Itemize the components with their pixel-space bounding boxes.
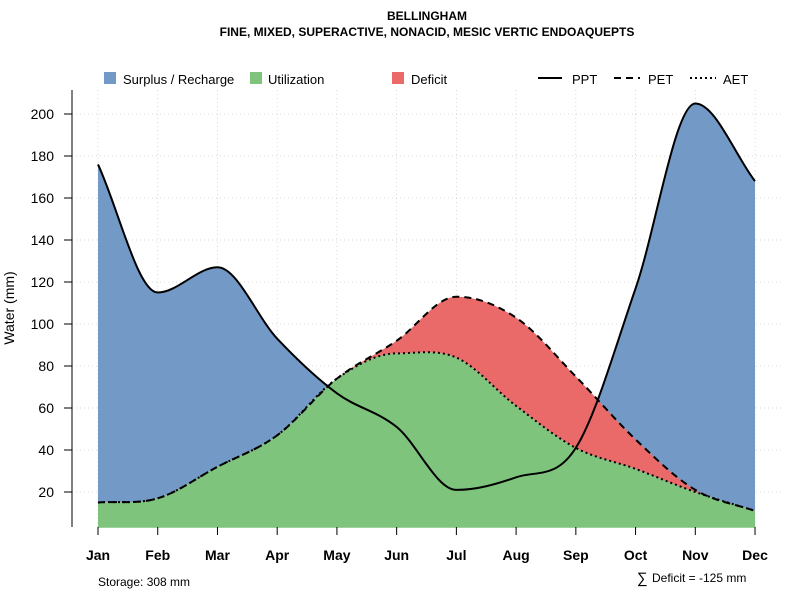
y-tick-label: 180 [31, 148, 55, 164]
legend-label-pet: PET [648, 72, 673, 87]
plot-areas [98, 103, 755, 528]
series-lines [97, 102, 756, 512]
chart-subtitle: FINE, MIXED, SUPERACTIVE, NONACID, MESIC… [220, 25, 635, 39]
sum-symbol: ∑ [637, 570, 648, 587]
x-tick-label-oct: Oct [624, 547, 648, 563]
legend-swatch-surplus [104, 72, 116, 84]
legend-label-aet: AET [723, 72, 748, 87]
y-tick-label: 140 [31, 232, 55, 248]
y-tick-label: 100 [31, 316, 55, 332]
y-tick-label: 120 [31, 274, 55, 290]
deficit-total-label: Deficit = -125 mm [652, 571, 746, 585]
legend-label-surplus: Surplus / Recharge [123, 72, 234, 87]
chart-title: BELLINGHAM [387, 9, 467, 23]
x-tick-label-feb: Feb [145, 547, 170, 563]
x-tick-label-jul: Jul [446, 547, 466, 563]
aet-line [97, 351, 756, 512]
utilization-area [98, 352, 755, 528]
legend-label-deficit: Deficit [411, 72, 448, 87]
x-tick-label-jan: Jan [86, 547, 110, 563]
x-axis-ticks: Jan Feb Mar Apr May Jun Jul Aug Sep Oct Nov Dec [86, 527, 768, 563]
y-axis-label: Water (mm) [1, 271, 17, 344]
x-tick-label-may: May [323, 547, 350, 563]
x-tick-label-jun: Jun [384, 547, 409, 563]
x-tick-label-nov: Nov [682, 547, 709, 563]
legend-label-ppt: PPT [572, 72, 597, 87]
legend-swatch-utilization [250, 72, 262, 84]
storage-label: Storage: 308 mm [98, 575, 190, 589]
y-tick-label: 160 [31, 190, 55, 206]
x-tick-label-mar: Mar [205, 547, 230, 563]
x-tick-label-sep: Sep [563, 547, 589, 563]
y-tick-label: 20 [38, 484, 54, 500]
y-tick-label: 200 [31, 106, 55, 122]
y-tick-label: 40 [38, 442, 54, 458]
x-tick-label-aug: Aug [503, 547, 530, 563]
ppt-line [97, 102, 756, 491]
legend-label-utilization: Utilization [268, 72, 324, 87]
y-tick-label: 80 [38, 358, 54, 374]
legend: Surplus / Recharge Utilization Deficit P… [104, 72, 748, 87]
x-tick-label-dec: Dec [742, 547, 768, 563]
legend-swatch-deficit [392, 72, 404, 84]
x-tick-label-apr: Apr [265, 547, 290, 563]
y-tick-label: 60 [38, 400, 54, 416]
pet-line [97, 295, 756, 512]
y-axis-ticks: 20 40 60 80 100 120 140 160 180 200 [31, 106, 72, 500]
